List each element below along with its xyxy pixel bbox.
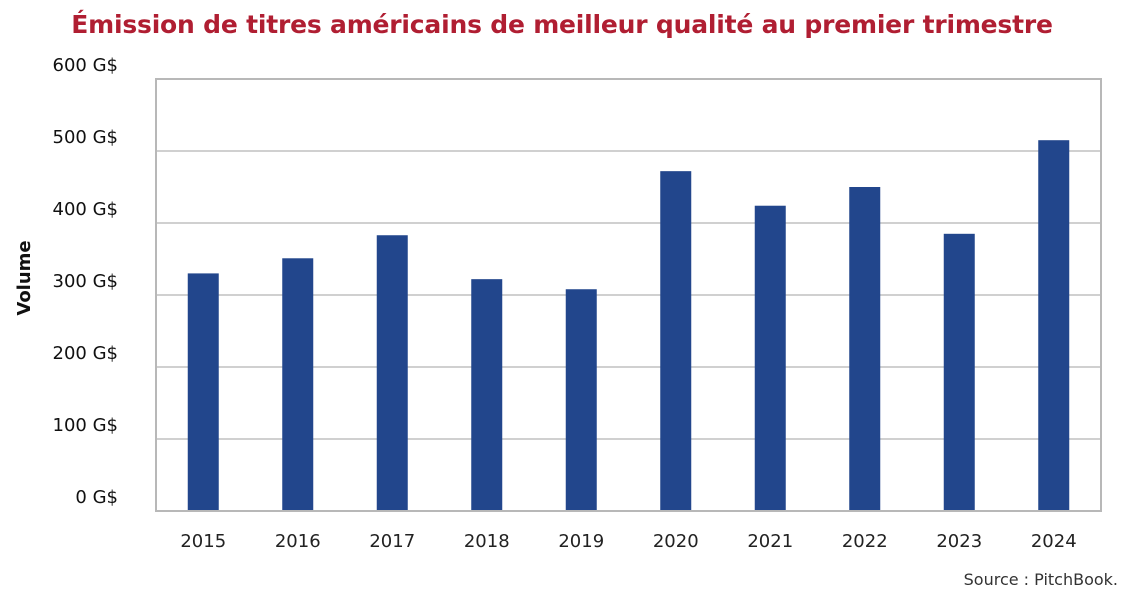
plot-frame: [155, 78, 1102, 512]
x-tick-label: 2021: [747, 531, 793, 552]
chart-title: Émission de titres américains de meilleu…: [71, 10, 1053, 39]
x-tick-label: 2020: [653, 531, 699, 552]
bar-2021: [754, 205, 786, 511]
x-tick-label: 2019: [558, 531, 604, 552]
y-tick-label: 600 G$: [53, 55, 118, 76]
x-tick-label: 2022: [842, 531, 888, 552]
bar-2020: [660, 171, 692, 511]
bar-2018: [471, 279, 503, 511]
bar-2024: [1038, 140, 1070, 511]
y-tick-label: 500 G$: [53, 127, 118, 148]
x-tick-label: 2016: [275, 531, 321, 552]
y-tick-label: 400 G$: [53, 199, 118, 220]
source-note: Source : PitchBook.: [963, 570, 1118, 589]
bars: [187, 140, 1070, 512]
x-axis-ticks: 2015 2016 2017 2018 2019 2020 2021 2022 2023 2024: [180, 531, 1076, 552]
bar-2017: [376, 235, 408, 512]
y-axis-ticks: 0 G$ 100 G$ 200 G$ 300 G$ 400 G$ 500 G$ 600 G$: [53, 55, 118, 508]
x-tick-label: 2024: [1031, 531, 1077, 552]
gridlines: [156, 150, 1101, 440]
x-tick-label: 2018: [464, 531, 510, 552]
bar-2023: [943, 233, 975, 512]
x-tick-label: 2017: [369, 531, 415, 552]
y-tick-label: 100 G$: [53, 415, 118, 436]
bar-2019: [565, 289, 597, 511]
bar-2016: [282, 258, 314, 511]
bar-2022: [849, 187, 881, 511]
bar-2015: [187, 273, 219, 511]
y-tick-label: 200 G$: [53, 343, 118, 364]
y-tick-label: 300 G$: [53, 271, 118, 292]
y-axis-label: Volume: [14, 240, 35, 315]
y-tick-label: 0 G$: [75, 487, 118, 508]
x-tick-label: 2023: [936, 531, 982, 552]
x-tick-label: 2015: [180, 531, 226, 552]
